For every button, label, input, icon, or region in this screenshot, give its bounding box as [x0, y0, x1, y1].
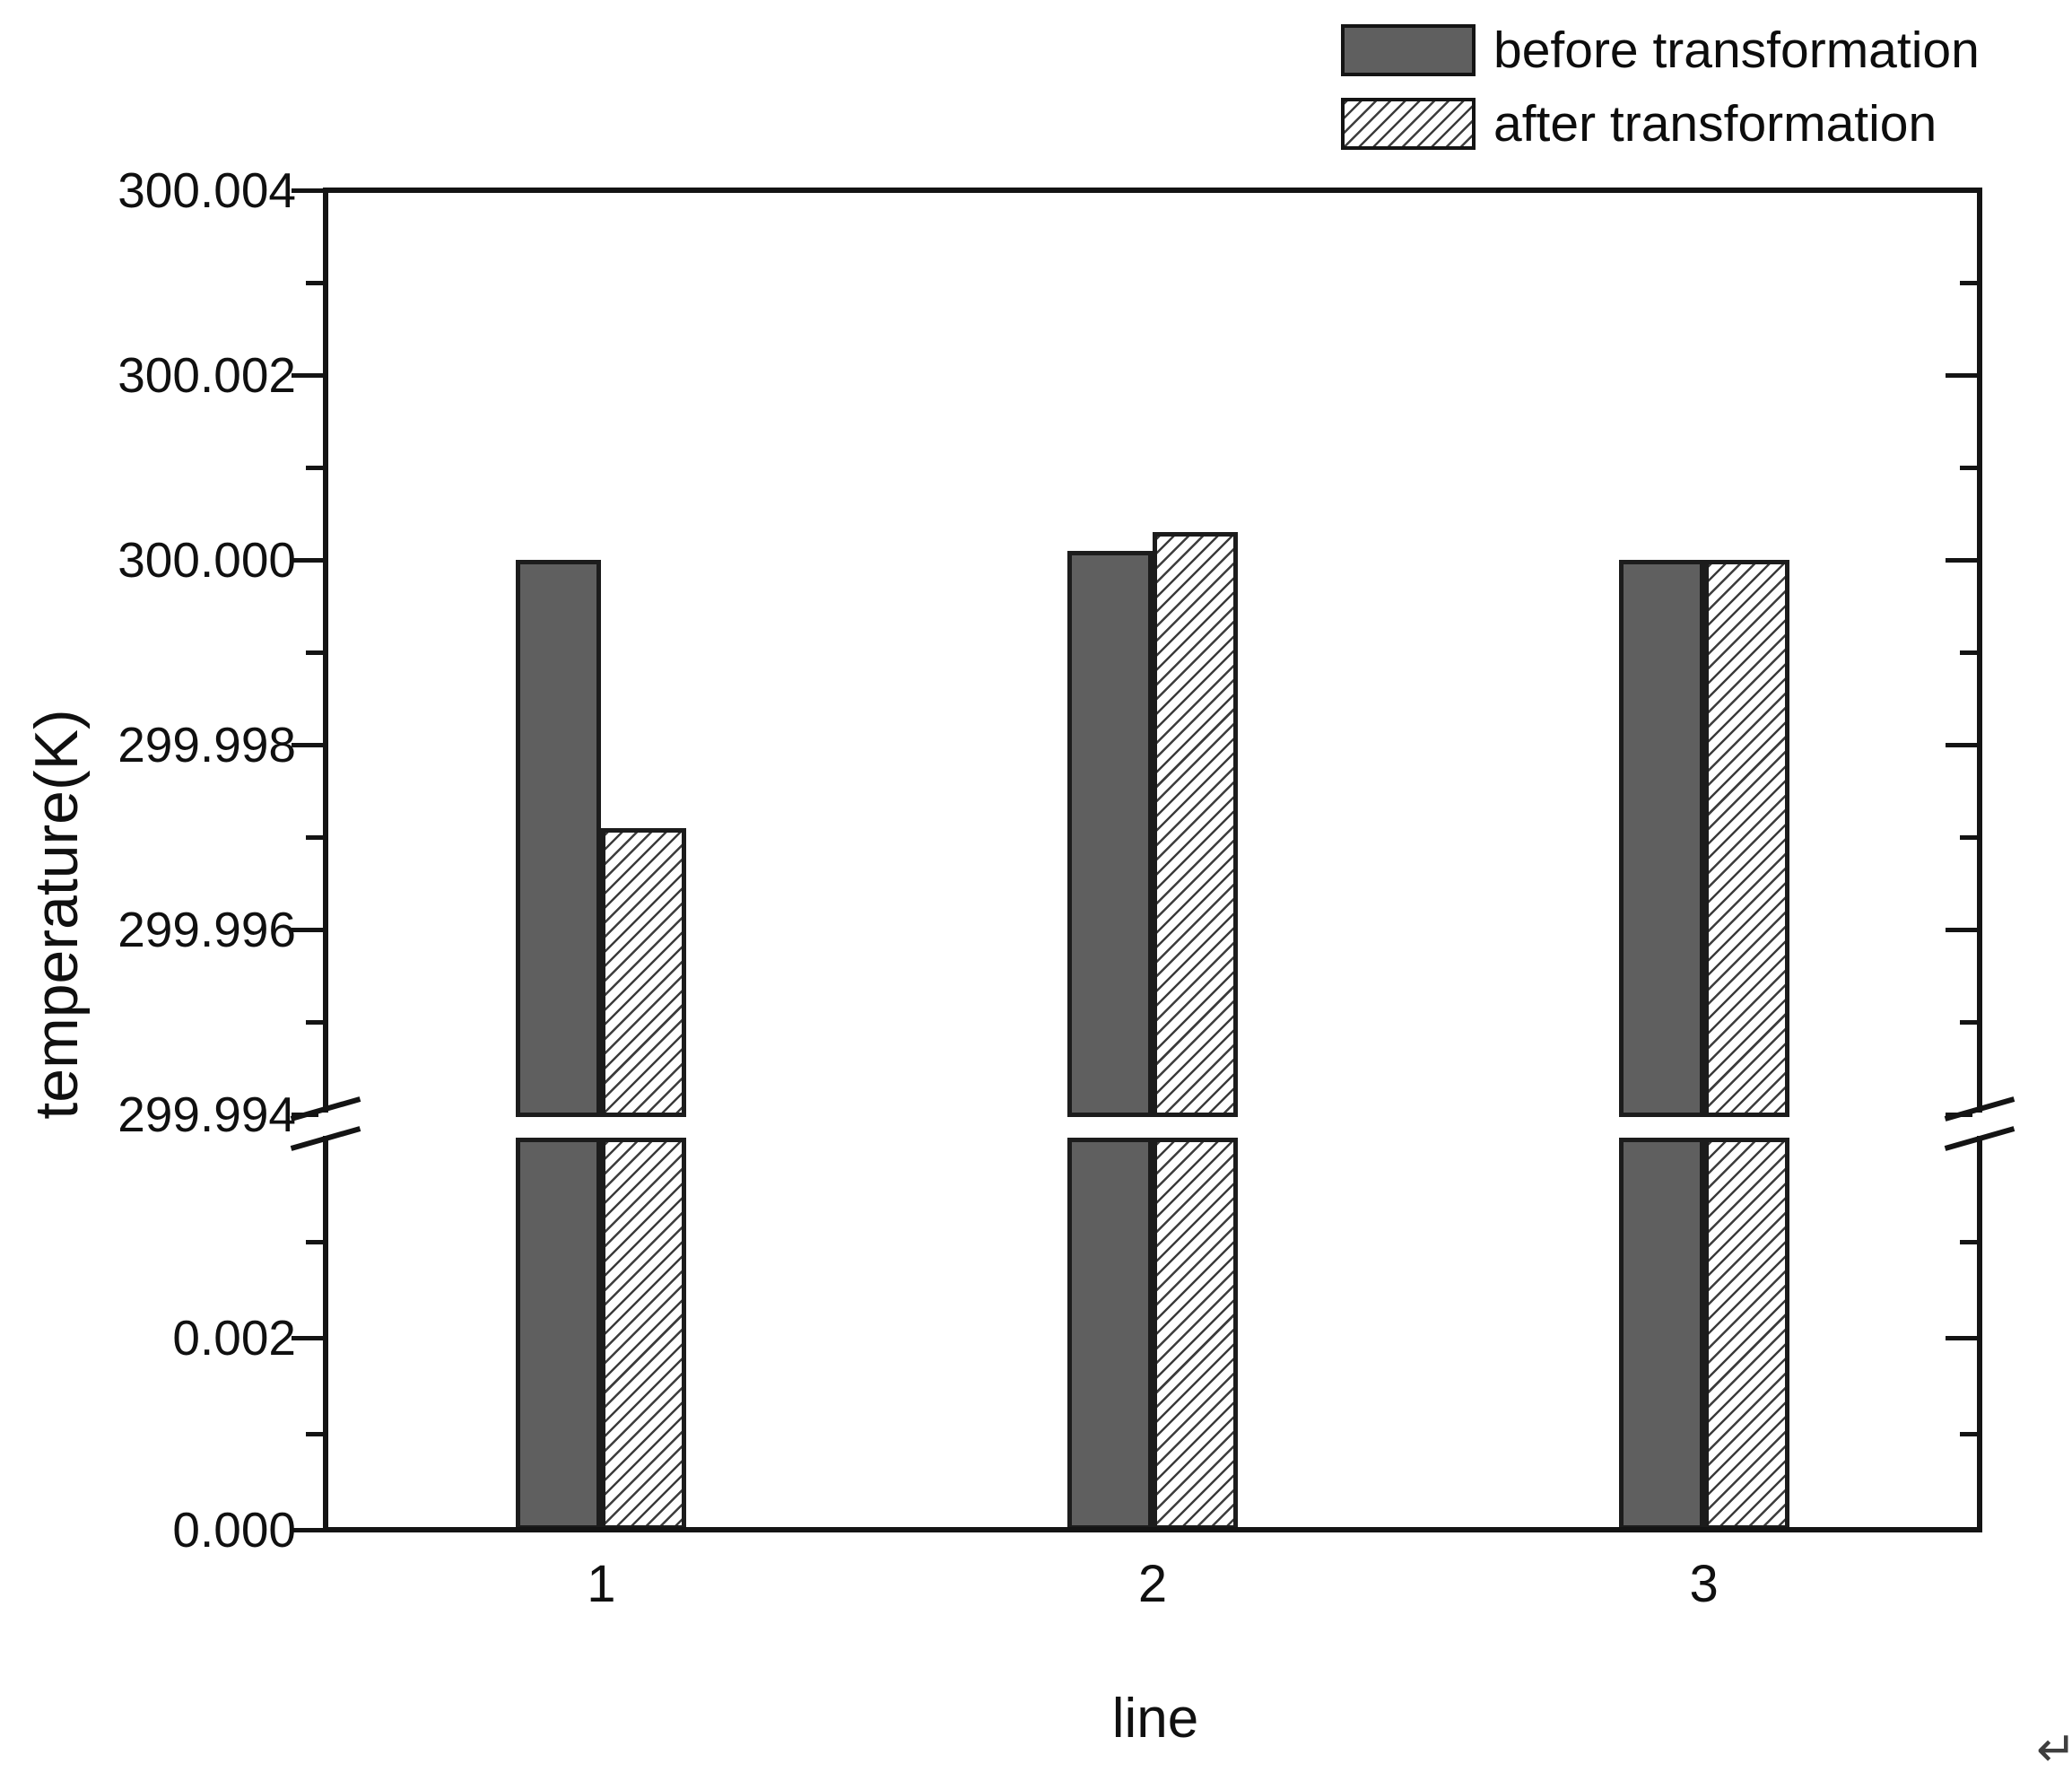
bar-after-line2: [1153, 532, 1238, 1117]
legend: before transformation after transformati…: [1341, 23, 1980, 151]
y-tick-right: [1946, 742, 1980, 747]
y-tick-left: [292, 372, 326, 378]
y-tick-left: [292, 1527, 326, 1532]
y-tick-right: [1960, 1239, 1980, 1244]
y-tick-right: [1946, 1335, 1980, 1340]
axis-break-gap: [1972, 1113, 1987, 1136]
y-tick-left: [306, 465, 326, 470]
y-tick-left: [306, 1239, 326, 1244]
bar-before-line2: [1067, 550, 1153, 1117]
y-tick-left: [306, 280, 326, 285]
y-tick-right: [1946, 927, 1980, 932]
y-tick-label: 300.000: [118, 532, 296, 588]
y-tick-label: 299.994: [118, 1087, 296, 1142]
y-tick-left: [306, 1019, 326, 1025]
bar-before-line3: [1618, 1138, 1704, 1530]
return-arrow-artifact: ↵: [2036, 1723, 2072, 1772]
y-tick-label: 300.002: [118, 347, 296, 403]
legend-item-after: after transformation: [1341, 97, 1980, 151]
y-tick-right: [1946, 557, 1980, 563]
x-tick-label: 3: [1689, 1555, 1719, 1613]
y-tick-left: [292, 557, 326, 563]
legend-label-before: before transformation: [1493, 22, 1980, 79]
bar-after-line3: [1703, 560, 1789, 1117]
bar-before-line3: [1618, 560, 1704, 1117]
bar-after-line2: [1153, 1138, 1238, 1530]
y-tick-right: [1946, 372, 1980, 378]
legend-item-before: before transformation: [1341, 23, 1980, 77]
y-tick-left: [306, 1431, 326, 1436]
bar-after-line1: [601, 1138, 687, 1530]
y-tick-right: [1960, 1019, 1980, 1025]
y-tick-right: [1960, 834, 1980, 840]
y-tick-label: 0.002: [172, 1310, 296, 1366]
x-tick-label: 1: [587, 1555, 616, 1613]
axis-break-gap: [318, 1113, 333, 1136]
y-tick-left: [306, 834, 326, 840]
y-tick-left: [292, 1335, 326, 1340]
y-tick-right: [1960, 280, 1980, 285]
y-tick-label: 300.004: [118, 162, 296, 218]
bar-before-line1: [516, 1138, 602, 1530]
y-tick-label: 0.000: [172, 1502, 296, 1558]
legend-swatch-solid: [1341, 24, 1476, 76]
y-tick-right: [1960, 1431, 1980, 1436]
bar-before-line2: [1067, 1138, 1153, 1530]
x-tick-label: 2: [1137, 1555, 1168, 1613]
y-tick-left: [292, 742, 326, 747]
bar-after-line3: [1703, 1138, 1789, 1530]
legend-label-after: after transformation: [1493, 95, 1937, 153]
legend-swatch-hatched: [1341, 98, 1476, 150]
bar-after-line1: [601, 827, 687, 1117]
y-tick-left: [306, 650, 326, 655]
y-tick-left: [292, 188, 326, 193]
y-tick-right: [1960, 650, 1980, 655]
plot-frame: [323, 188, 1982, 1532]
y-tick-left: [292, 927, 326, 932]
x-axis-title: line: [1111, 1688, 1199, 1750]
y-tick-label: 299.996: [118, 902, 296, 957]
y-tick-right: [1960, 465, 1980, 470]
bar-before-line1: [516, 560, 602, 1117]
y-tick-label: 299.998: [118, 717, 296, 773]
